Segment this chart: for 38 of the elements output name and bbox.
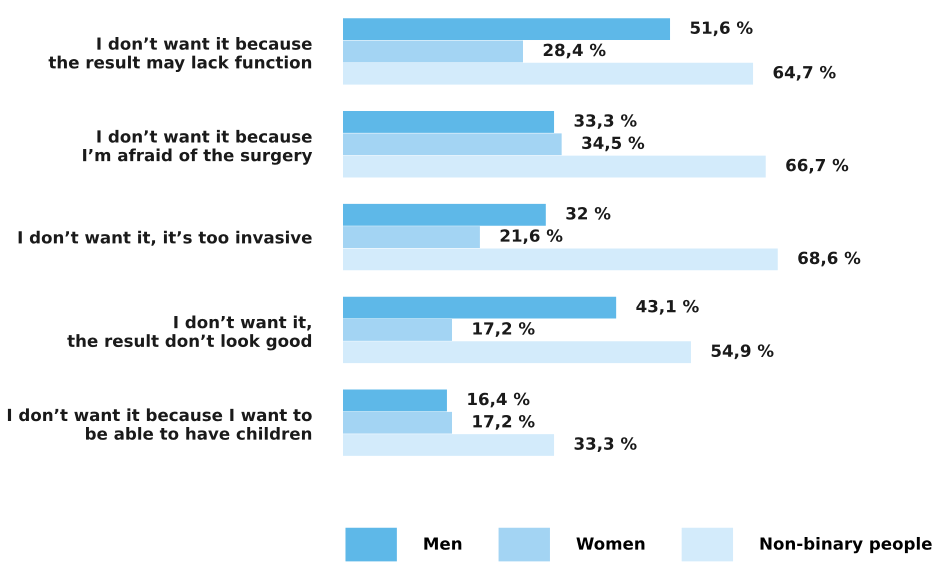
bar (343, 40, 523, 62)
bar (343, 156, 766, 178)
data-label: 33,3 % (574, 114, 637, 129)
data-label: 21,6 % (500, 229, 562, 244)
bar (343, 390, 447, 412)
bar (343, 412, 452, 434)
legend-label: Women (576, 537, 644, 550)
data-label: 16,4 % (468, 392, 530, 408)
data-label: 17,2 % (473, 414, 535, 430)
y-tick-label: I don’t want it because the result may lack function (48, 37, 312, 72)
data-label: 66,7 % (786, 158, 848, 174)
bar (343, 62, 754, 85)
y-tick-label: I don’t want it, the result don’t look good (67, 316, 312, 350)
data-label: 51,6 % (690, 21, 753, 36)
bar (343, 341, 691, 364)
bar (343, 318, 452, 341)
bar (343, 296, 616, 319)
data-label: 28,4 % (544, 44, 606, 58)
bar (343, 434, 554, 456)
data-label: 32 % (566, 207, 610, 220)
y-tick-label: I don’t want it because I want to be able to have children (8, 408, 312, 440)
y-tick-label: I don’t want it, it’s too invasive (18, 230, 312, 246)
data-label: 43,1 % (636, 300, 699, 315)
legend-label: Non-binary people (760, 536, 932, 554)
data-label: 68,6 % (798, 252, 860, 266)
data-label: 17,2 % (473, 322, 535, 337)
bar (343, 204, 546, 226)
bar (343, 18, 670, 40)
data-label: 34,5 % (582, 136, 644, 152)
bar (343, 226, 480, 248)
data-label: 33,3 % (574, 437, 637, 452)
bar (343, 248, 778, 270)
data-label: 54,9 % (712, 344, 774, 360)
y-tick-label: I don’t want it because I’m afraid of the surgery (83, 130, 312, 165)
bar (343, 111, 554, 133)
bar (343, 133, 562, 156)
data-label: 64,7 % (774, 66, 836, 81)
legend-label: Men (424, 537, 462, 550)
